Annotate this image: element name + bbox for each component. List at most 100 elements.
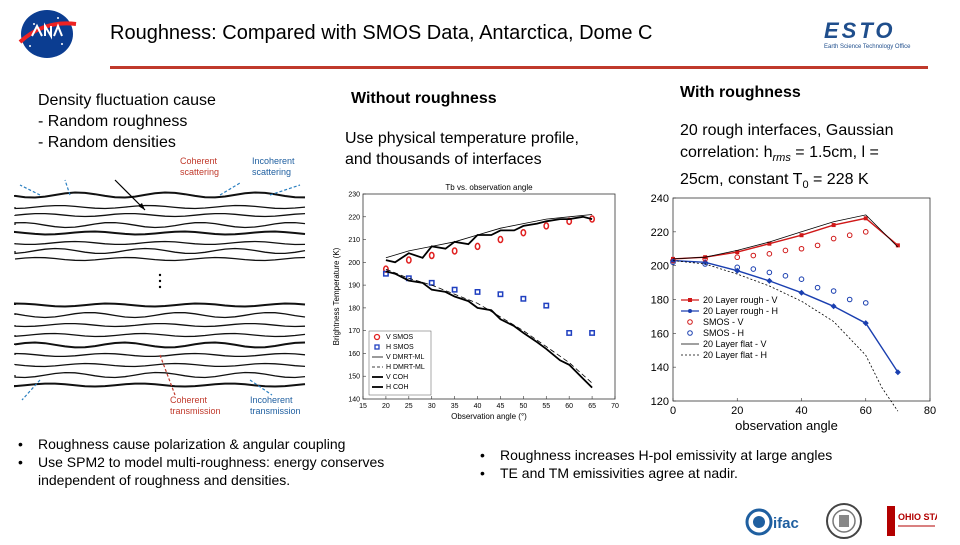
legend-marker — [373, 333, 381, 341]
data-point-v-smos — [451, 247, 458, 255]
data-point — [767, 241, 772, 246]
series-line — [385, 215, 593, 264]
x-tick-label: 40 — [474, 403, 482, 410]
data-point — [830, 303, 837, 310]
data-point — [702, 261, 708, 267]
right-heading: With roughness — [680, 84, 801, 101]
data-point — [782, 247, 789, 254]
x-tick-label: 60 — [860, 405, 872, 417]
data-point-h-smos — [451, 286, 458, 293]
y-tick-label: 140 — [651, 362, 669, 374]
data-point — [734, 264, 741, 271]
legend-label: SMOS - H — [703, 328, 744, 338]
data-point — [798, 289, 805, 296]
x-tick-label: 55 — [542, 403, 550, 410]
interface-line — [14, 230, 306, 236]
y-tick-label: 220 — [651, 227, 669, 239]
data-point — [702, 259, 709, 266]
data-point — [846, 232, 853, 239]
y-tick-label: 190 — [348, 283, 360, 290]
right-description-line: 25cm, constant T0 = 228 K — [680, 171, 869, 192]
data-point-v-smos — [543, 222, 550, 230]
y-tick-label: 150 — [348, 374, 360, 381]
data-point — [734, 254, 741, 261]
data-point — [894, 369, 901, 376]
data-point — [830, 235, 837, 242]
right-description: 20 rough interfaces, Gaussian correlatio… — [680, 120, 893, 196]
scatter-arrow — [219, 182, 241, 196]
bottom-left-bullets: Roughness cause polarization & angular c… — [18, 435, 413, 489]
x-axis-label: observation angle — [735, 418, 838, 433]
bottom-right-bullets: Roughness increases H-pol emissivity at … — [480, 446, 900, 482]
series-line — [672, 259, 899, 373]
data-point-h-smos — [497, 291, 504, 298]
interface-line — [14, 311, 306, 319]
university-seal-icon — [825, 502, 863, 540]
data-point-h-smos — [520, 295, 527, 302]
y-tick-label: 120 — [651, 396, 669, 408]
middle-description-line: Use physical temperature profile, — [345, 130, 579, 147]
chart-title: Tb vs. observation angle — [445, 183, 533, 192]
legend-label: V DMRT-ML — [386, 354, 424, 361]
right-description-line: correlation: hrms = 1.5cm, l = — [680, 144, 879, 165]
x-tick-label: 30 — [428, 403, 436, 410]
data-point — [830, 288, 837, 294]
interface-line — [14, 212, 306, 218]
data-point — [862, 229, 869, 235]
chart-with-roughness: 0 20 40 60 80 120 140 160 180 200 220 240 observatio… — [640, 188, 940, 433]
data-point — [862, 300, 869, 306]
data-point — [766, 269, 773, 276]
scatter-arrow — [19, 184, 41, 196]
transmit-arrow — [159, 354, 176, 396]
x-tick-label: 60 — [565, 403, 573, 410]
esto-logo-subtext: Earth Science Technology Office — [824, 44, 911, 50]
data-point-h-smos — [543, 302, 550, 309]
scatter-arrow — [269, 184, 301, 196]
series-line — [672, 214, 899, 260]
legend-label: SMOS - V — [703, 317, 744, 327]
esto-logo-text: ESTO — [824, 18, 896, 43]
interface-line — [14, 302, 306, 308]
data-point-v-smos — [405, 256, 412, 264]
left-heading: Density fluctuation cause — [38, 92, 216, 109]
interface-line — [14, 352, 306, 358]
interface-line — [14, 240, 306, 246]
middle-description: Use physical temperature profile, and th… — [345, 128, 579, 170]
incoherent-scattering-label: Incoherent — [252, 156, 295, 166]
x-tick-label: 80 — [924, 405, 936, 417]
y-tick-label: 200 — [348, 260, 360, 267]
data-point-v-smos — [474, 242, 481, 251]
x-tick-label: 25 — [405, 403, 413, 410]
nasa-logo-icon — [14, 6, 80, 62]
interface-line — [14, 256, 306, 262]
left-text: Density fluctuation cause - Random rough… — [38, 90, 216, 153]
data-point — [846, 296, 853, 303]
legend-label: V COH — [386, 374, 408, 381]
coherent-scattering-label: scattering — [180, 167, 219, 177]
data-point — [750, 252, 757, 259]
data-point — [670, 257, 676, 264]
x-tick-label: 35 — [451, 403, 459, 410]
x-tick-label: 20 — [382, 403, 390, 410]
data-point — [814, 242, 821, 249]
x-tick-label: 70 — [611, 403, 619, 410]
data-point-h-smos — [566, 329, 573, 336]
interface-line — [14, 322, 306, 328]
legend-label: V SMOS — [386, 334, 414, 341]
bullet-item: Roughness increases H-pol emissivity at … — [480, 446, 900, 464]
legend-marker — [374, 344, 380, 350]
ifac-logo-text: ifac — [773, 515, 799, 532]
interface-line — [14, 341, 306, 349]
x-tick-label: 0 — [670, 405, 676, 417]
data-point-v-smos — [428, 251, 435, 260]
data-point — [735, 250, 740, 255]
series-line — [672, 260, 899, 412]
series-line — [385, 270, 593, 389]
rough-interfaces — [14, 191, 306, 388]
y-tick-label: 180 — [348, 305, 360, 312]
y-tick-label: 200 — [651, 261, 669, 273]
interface-line — [14, 382, 306, 388]
data-point-h-smos — [474, 288, 481, 295]
interface-line — [14, 371, 306, 379]
legend-label: 20 Layer flat - H — [703, 350, 767, 360]
